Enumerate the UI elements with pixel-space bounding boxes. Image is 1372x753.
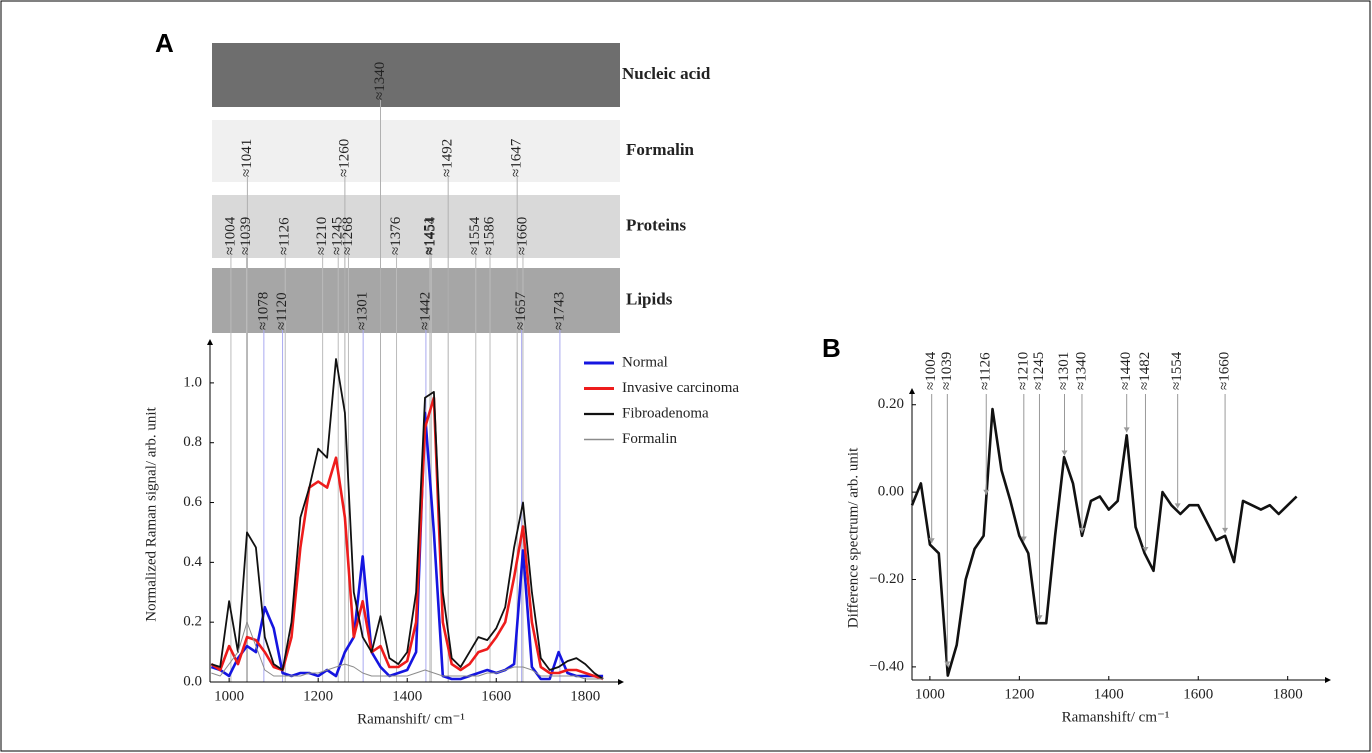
band-name: Lipids	[626, 289, 673, 308]
peak-label: ≈1376	[388, 216, 404, 255]
panel-label: A	[155, 28, 174, 58]
peak-arrow	[1078, 527, 1085, 533]
y-axis-label: Difference spectrum/ arb. unit	[845, 447, 861, 628]
peak-arrow	[1142, 547, 1149, 553]
x-axis-label: Ramanshift/ cm⁻¹	[357, 711, 465, 727]
peak-label: ≈1210	[1015, 352, 1031, 390]
peak-arrow	[1174, 503, 1181, 509]
peak-label: ≈1454	[423, 216, 439, 255]
band	[212, 268, 620, 333]
peak-label: ≈1004	[222, 216, 238, 255]
series-line	[211, 621, 604, 680]
peak-label: ≈1482	[1137, 352, 1153, 390]
y-tick-label: −0.40	[869, 658, 904, 674]
peak-label: ≈1078	[255, 292, 271, 330]
peak-label: ≈1492	[440, 139, 456, 177]
x-tick-label: 1800	[570, 688, 600, 704]
peak-label: ≈1301	[1056, 352, 1072, 390]
y-tick-label: 0.6	[183, 494, 202, 510]
series-line	[910, 407, 1298, 677]
peak-arrow	[928, 538, 935, 544]
band	[212, 195, 620, 258]
peak-label: ≈1554	[467, 216, 483, 255]
x-tick-label: 1200	[303, 688, 333, 704]
y-tick-label: −0.20	[869, 571, 904, 587]
axis-arrow	[1325, 677, 1331, 683]
peak-label: ≈1340	[372, 62, 388, 100]
peak-label: ≈1210	[314, 217, 330, 255]
peak-label: ≈1268	[340, 217, 356, 255]
x-tick-label: 1400	[392, 688, 422, 704]
x-tick-label: 1000	[915, 686, 945, 702]
peak-arrow	[983, 489, 990, 495]
peak-label: ≈1554	[1169, 351, 1185, 390]
peak-arrow	[1020, 536, 1027, 542]
peak-arrow	[1123, 427, 1130, 433]
x-tick-label: 1400	[1094, 686, 1124, 702]
peak-arrow	[944, 661, 951, 667]
peak-label: ≈1004	[923, 351, 939, 390]
peak-label: ≈1245	[330, 217, 346, 255]
legend-label: Fibroadenoma	[622, 405, 709, 421]
axis-arrow	[909, 388, 915, 394]
peak-label: ≈1586	[481, 216, 497, 255]
axis-arrow	[207, 339, 213, 345]
band	[212, 43, 620, 107]
peak-label: ≈1039	[939, 352, 955, 390]
peak-label: ≈1260	[336, 139, 352, 177]
legend-label: Formalin	[622, 431, 677, 447]
peak-label: ≈1301	[355, 292, 371, 330]
y-tick-label: 0.8	[183, 434, 202, 450]
y-axis-label: Normalized Raman signal/ arb. unit	[143, 406, 159, 621]
legend-label: Normal	[622, 354, 668, 370]
y-tick-label: 1.0	[183, 374, 202, 390]
peak-label: ≈1120	[274, 292, 290, 330]
peak-label: ≈1440	[1118, 352, 1134, 390]
peak-label: ≈1647	[509, 138, 525, 177]
peak-label: ≈1442	[417, 292, 433, 330]
x-tick-label: 1000	[214, 688, 244, 704]
peak-label: ≈1743	[551, 292, 567, 330]
y-tick-label: 0.2	[183, 614, 202, 630]
axis-arrow	[618, 679, 624, 685]
peak-label: ≈1126	[277, 217, 293, 255]
y-tick-label: 0.00	[878, 484, 904, 500]
x-tick-label: 1200	[1004, 686, 1034, 702]
peak-arrow	[1036, 615, 1043, 621]
x-tick-label: 1600	[481, 688, 511, 704]
y-tick-label: 0.20	[878, 396, 904, 412]
legend-label: Invasive carcinoma	[622, 380, 739, 396]
series-line	[210, 396, 604, 681]
peak-label: ≈1340	[1073, 352, 1089, 390]
x-tick-label: 1600	[1183, 686, 1213, 702]
peak-label: ≈1039	[238, 217, 254, 255]
band-name: Proteins	[626, 215, 687, 234]
peak-arrow	[1222, 527, 1229, 533]
y-tick-label: 0.0	[183, 673, 202, 689]
peak-label: ≈1126	[978, 352, 994, 390]
band-name: Formalin	[626, 140, 695, 159]
panel-label: B	[822, 333, 841, 363]
peak-label: ≈1451	[421, 217, 437, 255]
series-line	[211, 358, 604, 680]
peak-label: ≈1041	[239, 139, 255, 177]
peak-label: ≈1657	[513, 291, 529, 330]
band	[212, 120, 620, 182]
peak-label: ≈1245	[1031, 352, 1047, 390]
band-name: Nucleic acid	[622, 64, 711, 83]
y-tick-label: 0.4	[183, 554, 202, 570]
series-line	[210, 411, 604, 681]
peak-arrow	[1061, 450, 1068, 456]
x-axis-label: Ramanshift/ cm⁻¹	[1062, 709, 1170, 725]
peak-label: ≈1660	[514, 217, 530, 255]
x-tick-label: 1800	[1273, 686, 1303, 702]
peak-label: ≈1660	[1217, 352, 1233, 390]
